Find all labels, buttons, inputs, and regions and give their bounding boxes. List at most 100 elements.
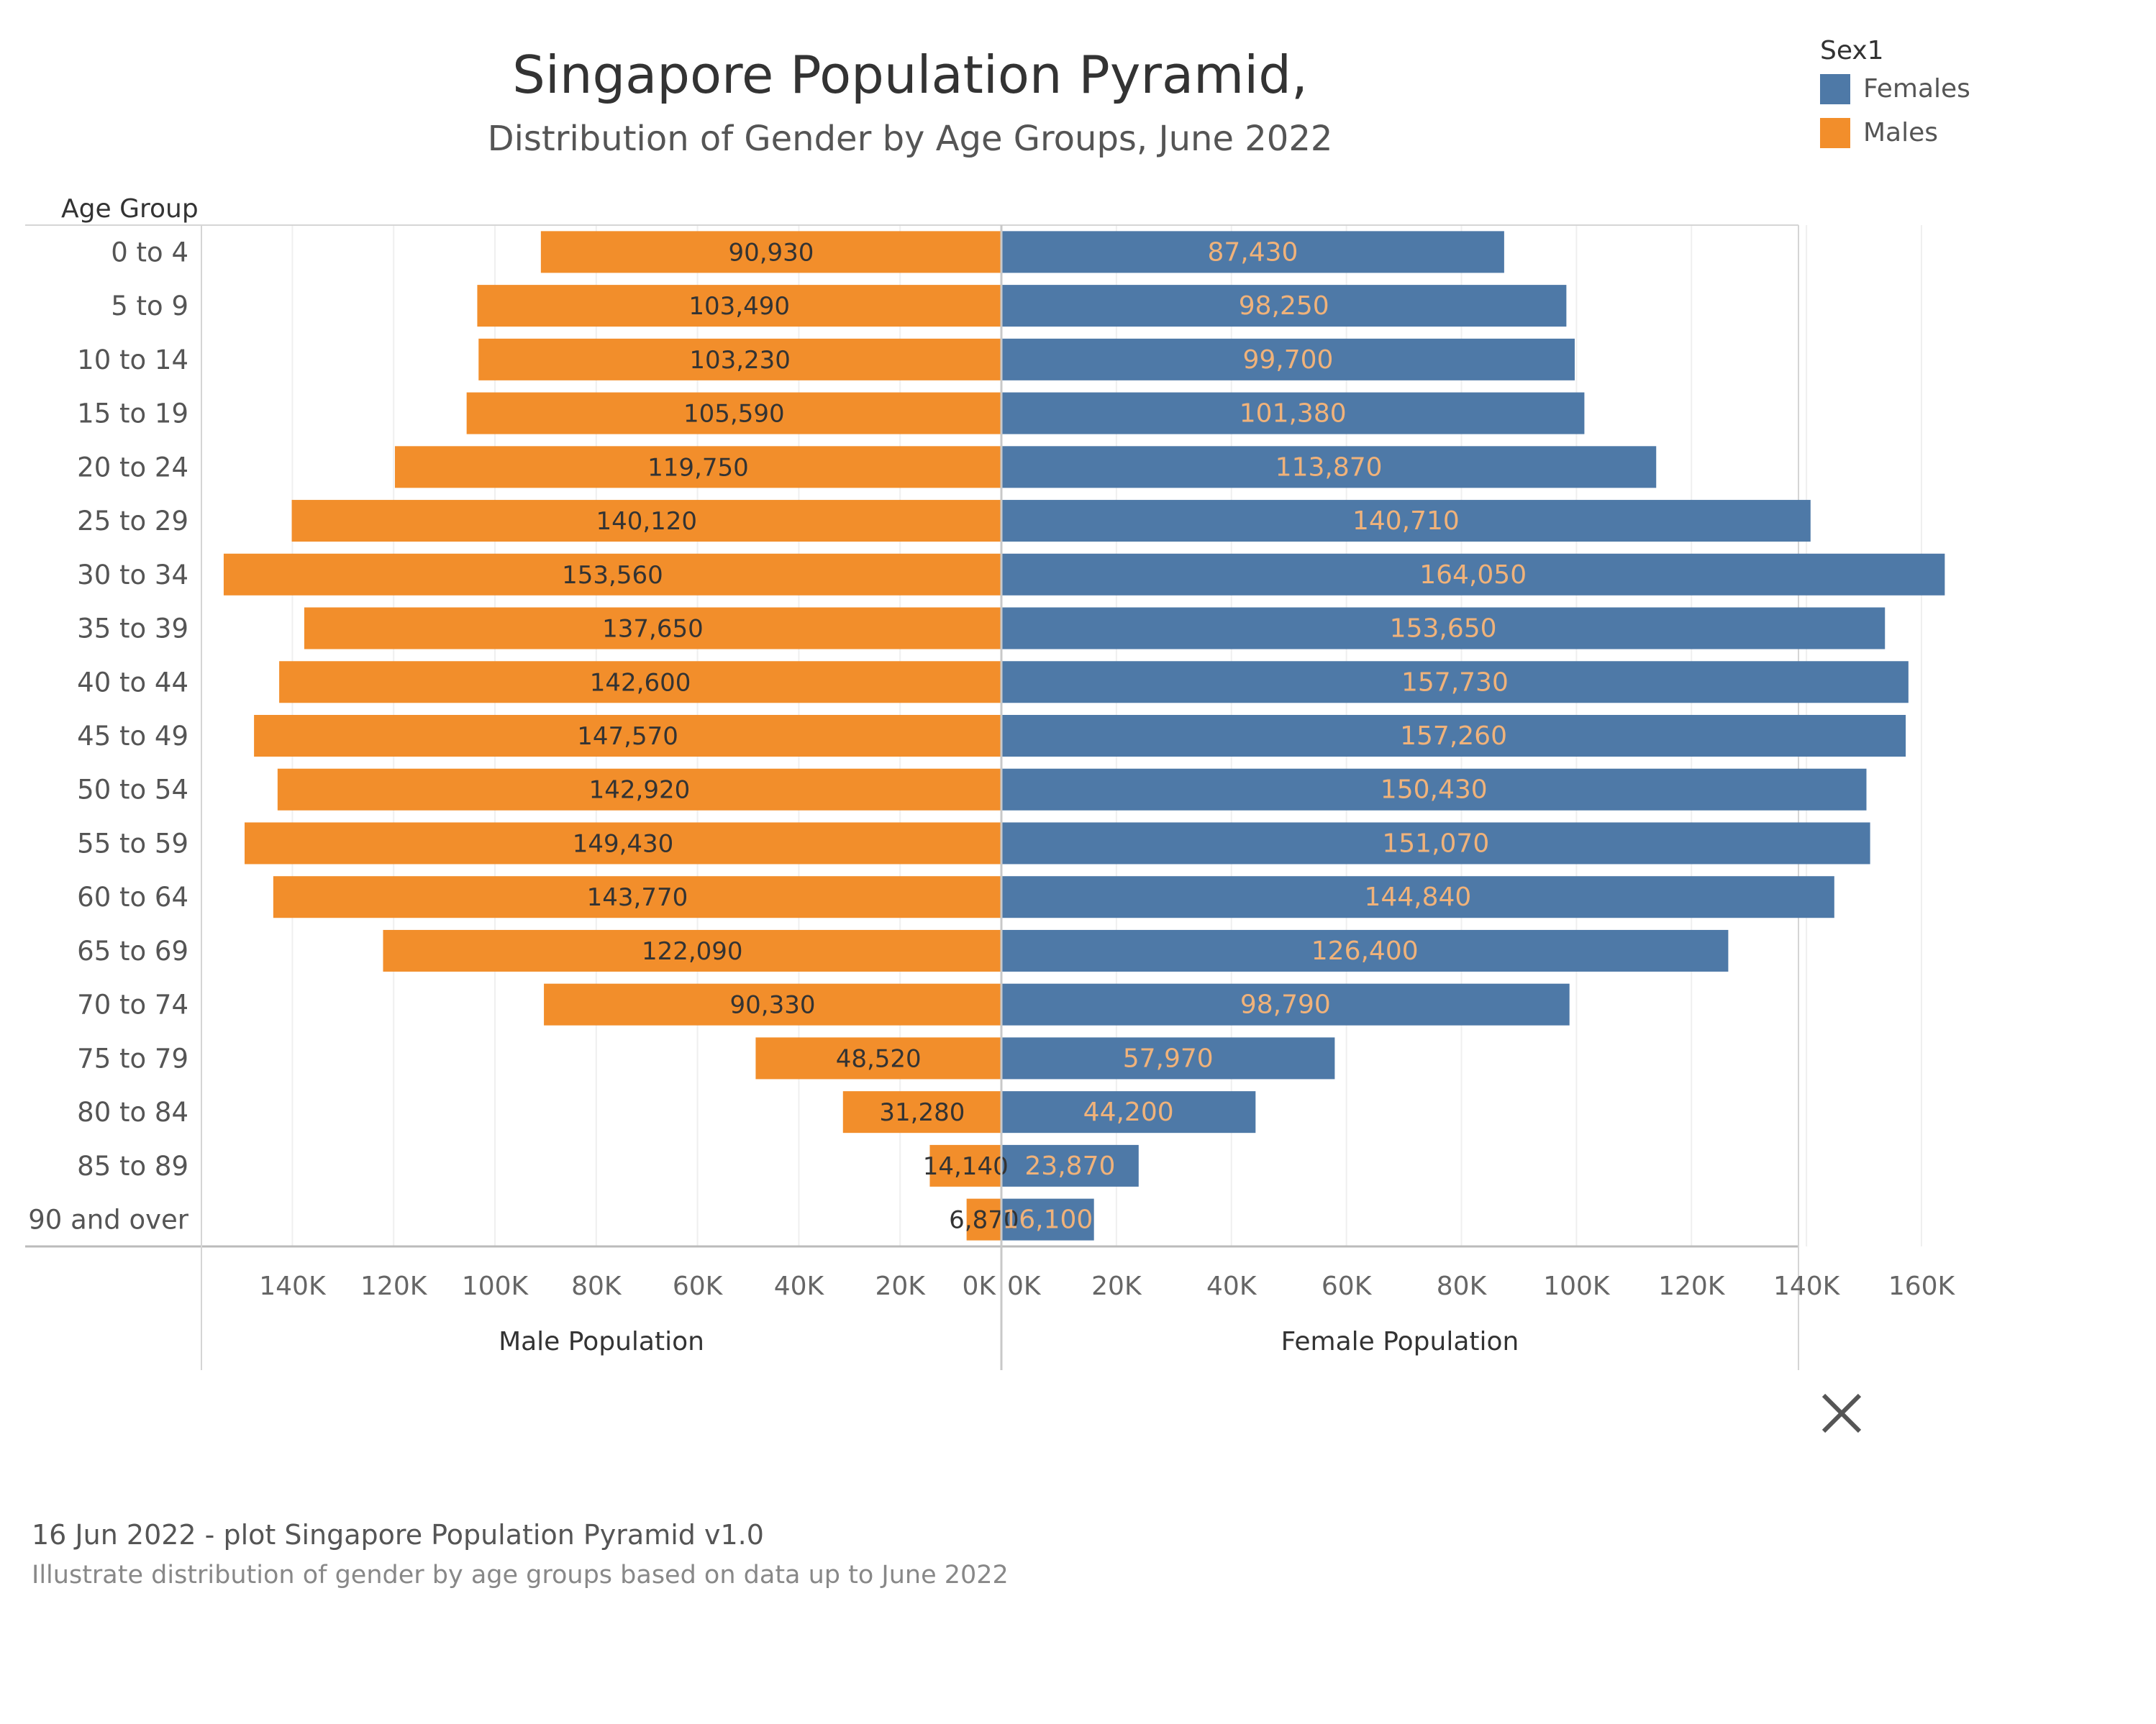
male-value-label: 31,280: [879, 1098, 965, 1127]
male-value-label: 14,140: [923, 1152, 1009, 1181]
age-group-label: 20 to 24: [77, 452, 188, 483]
female-value-label: 57,970: [1123, 1044, 1214, 1073]
male-bar: [254, 715, 1002, 757]
male-value-label: 140,120: [596, 507, 697, 536]
age-group-label: 80 to 84: [77, 1097, 188, 1128]
female-value-label: 144,840: [1364, 882, 1471, 912]
legend-label-males: Males: [1863, 118, 1939, 147]
age-group-label: 5 to 9: [111, 291, 188, 321]
female-axis-tick-label: 120K: [1658, 1272, 1726, 1301]
male-value-label: 122,090: [642, 937, 743, 966]
age-group-label: 30 to 34: [77, 560, 188, 590]
male-value-label: 149,430: [573, 829, 674, 858]
male-value-label: 147,570: [577, 722, 678, 751]
male-axis-tick-label: 40K: [774, 1272, 825, 1301]
female-value-label: 23,870: [1024, 1151, 1115, 1181]
male-bar: [966, 1198, 1001, 1241]
age-group-label: 25 to 29: [77, 506, 188, 537]
age-group-label: 60 to 64: [77, 882, 188, 913]
age-group-label: 90 and over: [28, 1205, 189, 1236]
footer-description: Illustrate distribution of gender by age…: [32, 1561, 1009, 1590]
male-bar: [929, 1144, 1001, 1187]
chart-title: Singapore Population Pyramid,: [512, 45, 1308, 105]
age-group-label: 70 to 74: [77, 990, 188, 1021]
male-bar: [466, 392, 1001, 434]
female-value-label: 44,200: [1083, 1098, 1174, 1127]
female-bar: [1001, 392, 1585, 434]
female-value-label: 98,250: [1239, 291, 1329, 321]
close-icon: [1821, 1393, 1862, 1433]
male-value-label: 90,330: [730, 991, 816, 1020]
male-value-label: 142,600: [590, 668, 691, 697]
male-bar: [279, 661, 1001, 703]
male-value-label: 137,650: [602, 615, 704, 644]
female-bar: [1001, 553, 1945, 596]
female-axis-tick-label: 140K: [1773, 1272, 1841, 1301]
female-value-label: 99,700: [1243, 345, 1334, 375]
female-value-label: 140,710: [1352, 506, 1460, 536]
age-group-label: 50 to 54: [77, 775, 188, 806]
female-value-label: 150,430: [1381, 775, 1488, 805]
age-group-label: 35 to 39: [77, 614, 188, 644]
female-bar: [1001, 929, 1729, 972]
female-value-label: 157,260: [1400, 721, 1507, 751]
female-bar: [1001, 607, 1886, 649]
age-group-label: 75 to 79: [77, 1043, 188, 1074]
female-value-label: 87,430: [1207, 237, 1298, 267]
female-bar: [1001, 231, 1504, 273]
age-group-label: 0 to 4: [111, 237, 188, 268]
female-bar: [1001, 768, 1867, 811]
age-group-label: 45 to 49: [77, 721, 188, 752]
female-bar: [1001, 983, 1570, 1026]
row-header-label: Age Group: [61, 194, 199, 224]
male-value-label: 103,490: [688, 292, 790, 321]
female-value-label: 126,400: [1311, 936, 1419, 966]
female-bar: [1001, 715, 1906, 757]
age-group-label: 85 to 89: [77, 1151, 188, 1182]
legend-swatch-females: [1820, 74, 1850, 104]
chart-subtitle: Distribution of Gender by Age Groups, Ju…: [487, 119, 1333, 159]
male-bar: [223, 553, 1001, 596]
male-value-label: 119,750: [647, 453, 749, 482]
female-bar: [1001, 1144, 1139, 1187]
male-bar: [277, 768, 1001, 811]
male-value-label: 103,230: [689, 346, 791, 375]
male-value-label: 6,870: [949, 1206, 1019, 1235]
female-bar: [1001, 822, 1870, 865]
male-bar: [394, 446, 1001, 488]
female-axis-tick-label: 100K: [1543, 1272, 1611, 1301]
male-bar: [540, 231, 1001, 273]
male-axis-title: Male Population: [499, 1327, 704, 1356]
male-value-label: 48,520: [836, 1044, 922, 1073]
female-axis-tick-label: 20K: [1091, 1272, 1142, 1301]
female-bar: [1001, 661, 1909, 703]
legend-title: Sex1: [1820, 36, 1884, 65]
male-axis-tick-label: 140K: [259, 1272, 327, 1301]
age-group-label: 10 to 14: [77, 345, 188, 375]
close-button[interactable]: [1816, 1388, 1867, 1438]
female-axis-tick-label: 0K: [1007, 1272, 1042, 1301]
footer-title: 16 Jun 2022 - plot Singapore Population …: [32, 1519, 764, 1551]
male-bar: [477, 285, 1001, 327]
male-bar: [291, 500, 1002, 542]
female-value-label: 153,650: [1390, 614, 1497, 644]
female-bar: [1001, 285, 1567, 327]
female-value-label: 113,870: [1275, 452, 1383, 482]
male-value-label: 105,590: [683, 400, 785, 429]
male-bar: [544, 983, 1001, 1026]
male-bar: [245, 822, 1001, 865]
legend-label-females: Females: [1863, 74, 1970, 104]
female-value-label: 157,730: [1401, 667, 1509, 697]
age-group-label: 55 to 59: [77, 828, 188, 859]
female-value-label: 151,070: [1382, 829, 1489, 858]
female-value-label: 101,380: [1240, 399, 1347, 429]
male-axis-tick-label: 100K: [462, 1272, 529, 1301]
female-axis-tick-label: 60K: [1322, 1272, 1373, 1301]
female-axis-tick-label: 80K: [1437, 1272, 1488, 1301]
male-axis-tick-label: 0K: [962, 1272, 996, 1301]
male-bar: [383, 929, 1001, 972]
male-bar: [755, 1037, 1001, 1080]
male-bar: [842, 1091, 1001, 1134]
